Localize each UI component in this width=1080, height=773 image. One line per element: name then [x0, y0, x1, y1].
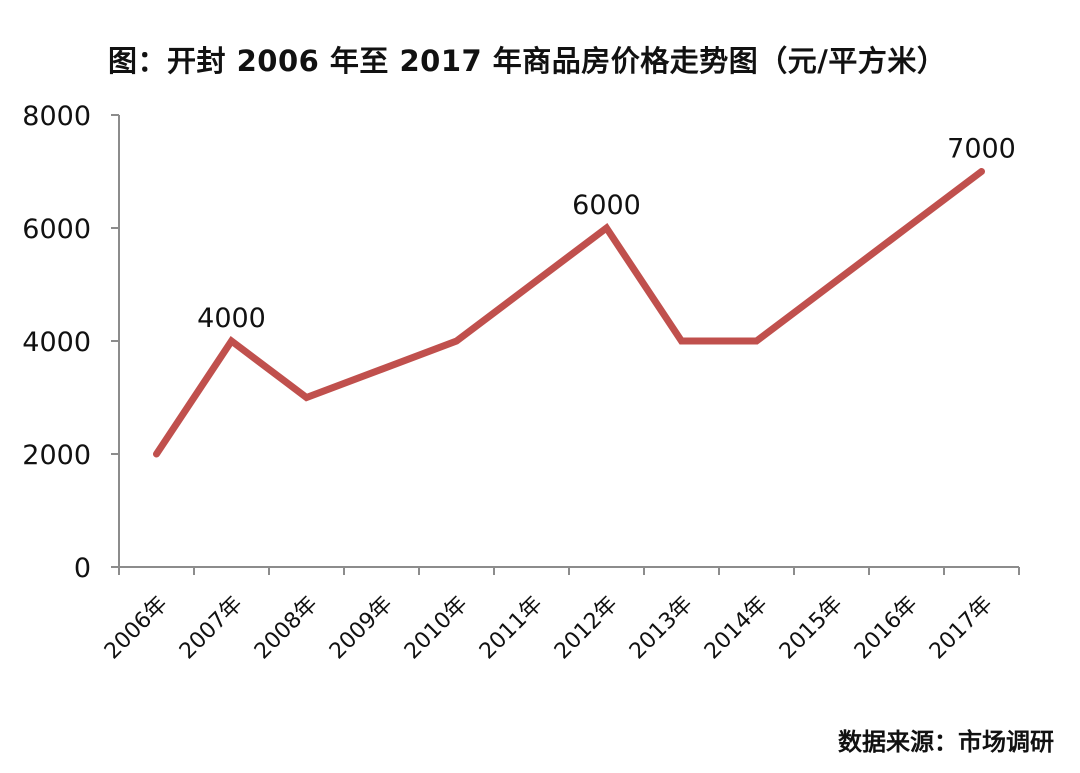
y-tick-label: 0: [74, 553, 91, 584]
x-tick-label: 2010年: [400, 592, 473, 665]
x-tick-label: 2012年: [550, 592, 623, 665]
x-tick-label: 2011年: [475, 592, 548, 665]
chart-title: 图：开封 2006 年至 2017 年商品房价格走势图（元/平方米）: [108, 44, 947, 78]
x-tick-label: 2007年: [175, 592, 248, 665]
x-tick-label: 2015年: [775, 592, 848, 665]
y-tick-label: 4000: [22, 327, 91, 358]
data-label: 7000: [947, 134, 1016, 165]
y-tick-label: 6000: [22, 214, 91, 245]
x-tick-label: 2009年: [325, 592, 398, 665]
data-labels: 4000 6000 7000: [197, 134, 1016, 335]
x-tick-label: 2017年: [925, 592, 998, 665]
x-tick-label: 2014年: [700, 592, 773, 665]
y-axis: 0 2000 4000 6000 8000: [22, 101, 120, 584]
data-source-note: 数据来源：市场调研: [838, 728, 1054, 756]
y-tick-label: 8000: [22, 101, 91, 132]
price-line: [153, 168, 985, 458]
x-axis: 2006年 2007年 2008年 2009年 2010年 2011年 2012年 2013年…: [100, 566, 1020, 665]
y-tick-label: 2000: [22, 440, 91, 471]
x-tick-label: 2013年: [625, 592, 698, 665]
data-label: 6000: [572, 190, 641, 221]
x-tick-label: 2006年: [100, 592, 173, 665]
series-line: [153, 168, 985, 458]
x-tick-label: 2008年: [250, 592, 323, 665]
data-label: 4000: [197, 303, 266, 334]
x-tick-label: 2016年: [850, 592, 923, 665]
